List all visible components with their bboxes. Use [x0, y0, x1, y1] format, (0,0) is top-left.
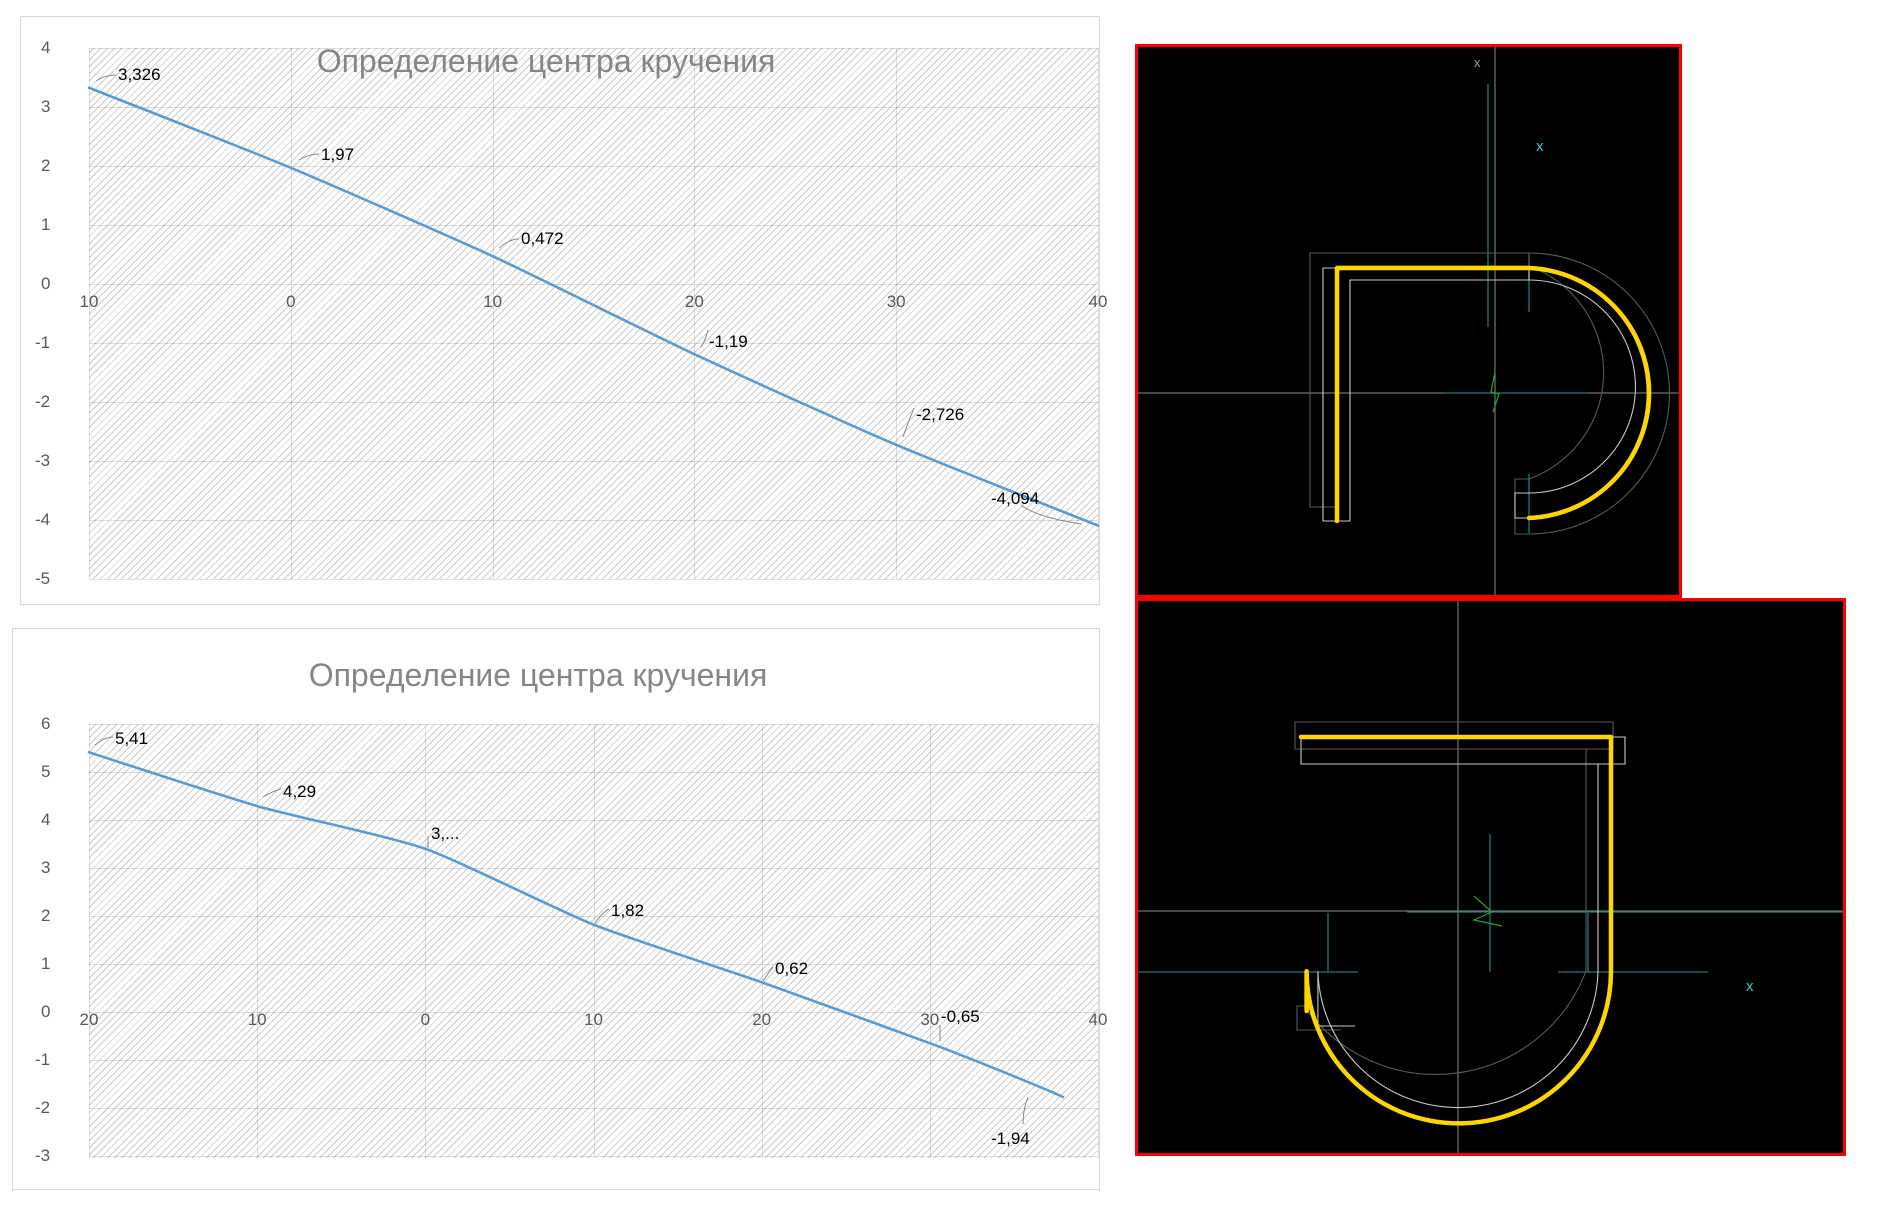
svg-text:x: x	[1746, 978, 1754, 995]
svg-text:x: x	[1536, 138, 1544, 155]
svg-text:x: x	[1474, 55, 1481, 70]
